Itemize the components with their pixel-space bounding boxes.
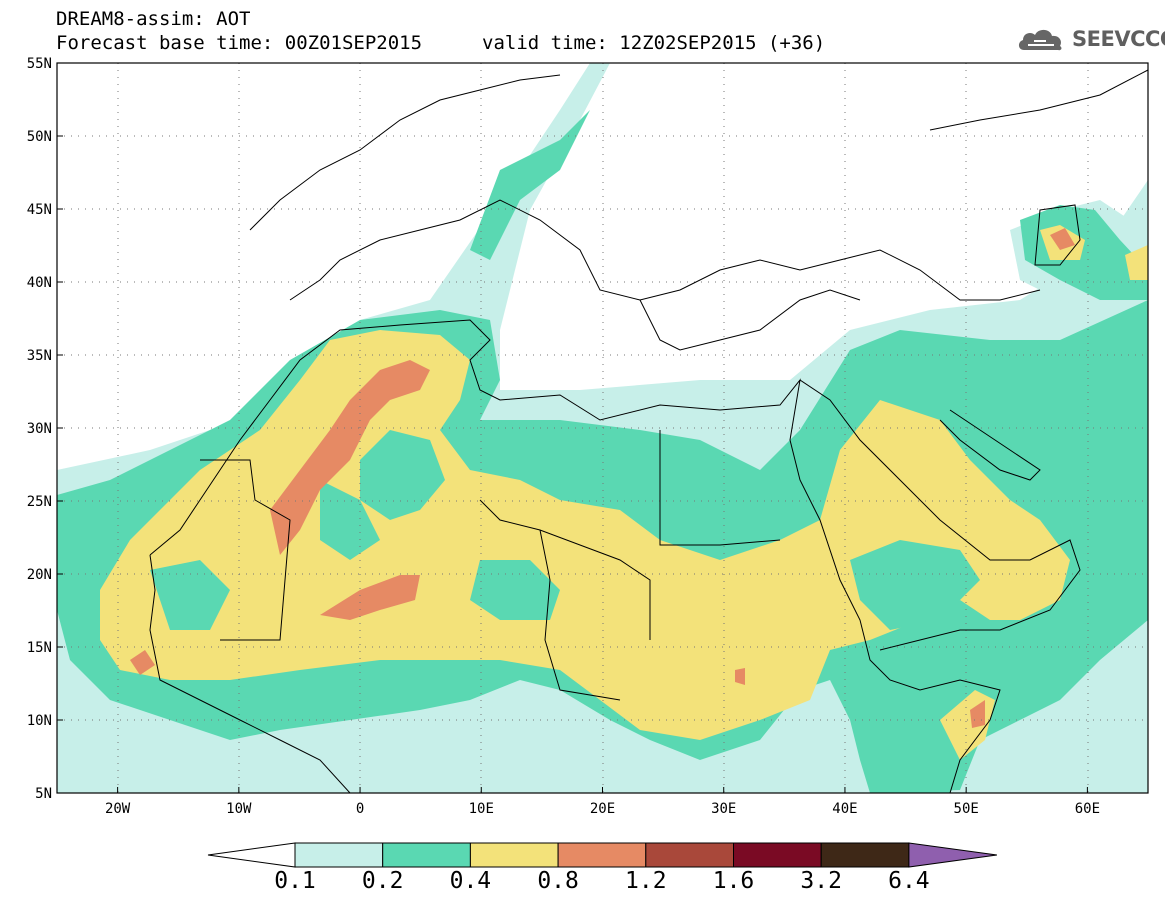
colorbar-level-label: 0.8 (537, 868, 579, 894)
colorbar-level-label: 0.1 (274, 868, 316, 894)
cloud-icon (1018, 29, 1062, 51)
lon-axis: 20W 10W 0 10E 20E 30E 40E 50E 60E (105, 787, 1100, 817)
colorbar-swatch (733, 842, 822, 868)
colorbar-level-label: 0.2 (361, 868, 404, 894)
lat-tick-label: 35N (27, 348, 52, 364)
aot-band-0.2-0.4-inner (150, 430, 980, 630)
lon-tick-label: 30E (711, 801, 736, 817)
lat-tick-label: 20N (27, 567, 52, 583)
lon-tick-label: 60E (1075, 801, 1100, 817)
colorbar-level-label: 1.2 (625, 868, 667, 894)
chart-title: DREAM8-assim: AOT (56, 8, 251, 30)
lat-tick-label: 30N (27, 421, 52, 437)
colorbar-low-arrow (207, 842, 296, 868)
lat-tick-label: 25N (27, 494, 52, 510)
colorbar (207, 842, 997, 868)
lon-tick-label: 20E (590, 801, 615, 817)
logo-text: SEEVCCC (1072, 27, 1165, 51)
colorbar-swatch (469, 842, 559, 868)
colorbar-level-label: 6.4 (888, 868, 930, 894)
forecast-base-time: Forecast base time: 00Z01SEP2015 valid ti… (56, 32, 825, 54)
lon-tick-label: 50E (954, 801, 979, 817)
aot-fields (57, 63, 1148, 793)
lon-tick-label: 10E (469, 801, 494, 817)
colorbar-high-arrow (908, 842, 997, 868)
coastlines (149, 69, 1148, 793)
lon-tick-label: 0 (356, 801, 364, 817)
lat-tick-label: 45N (27, 202, 52, 218)
lon-tick-label: 10W (226, 801, 252, 817)
lat-tick-label: 55N (27, 56, 52, 72)
colorbar-swatch (645, 842, 734, 868)
colorbar-level-label: 1.6 (712, 868, 755, 894)
graticule (57, 63, 1148, 793)
colorbar-swatch (820, 842, 910, 868)
lat-tick-label: 40N (27, 275, 52, 291)
lat-tick-label: 5N (35, 786, 52, 802)
lat-tick-label: 10N (27, 713, 52, 729)
colorbar-level-label: 3.2 (800, 868, 842, 894)
base-time-text: Forecast base time: 00Z01SEP2015 (56, 32, 423, 54)
lat-axis: 55N 50N 45N 40N 35N 30N 25N 20N 15N 10N 5N (27, 56, 63, 802)
colorbar-swatch (382, 842, 471, 868)
lon-tick-label: 20W (105, 801, 131, 817)
colorbar-swatch (294, 842, 384, 868)
colorbar-swatch (557, 842, 647, 868)
lat-tick-label: 15N (27, 640, 52, 656)
valid-time-text: valid time: 12Z02SEP2015 (+36) (482, 32, 826, 54)
lon-tick-label: 40E (832, 801, 857, 817)
aot-band-0.8-1.2 (130, 228, 1075, 728)
lat-tick-label: 50N (27, 129, 52, 145)
seevccc-logo: SEEVCCC (1016, 24, 1165, 54)
colorbar-level-label: 0.4 (449, 868, 492, 894)
